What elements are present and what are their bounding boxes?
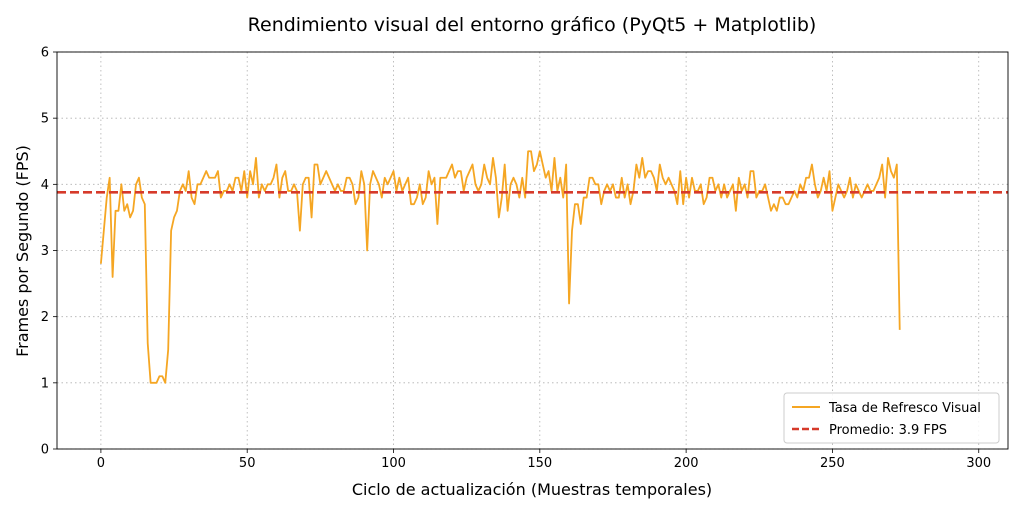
- x-axis-ticks: 0 50 100 150 200 250 300: [97, 449, 991, 471]
- legend-label-refresh-rate: Tasa de Refresco Visual: [828, 401, 981, 416]
- chart-title: Rendimiento visual del entorno gráfico (…: [248, 14, 817, 36]
- x-axis-label: Ciclo de actualización (Muestras tempora…: [352, 480, 712, 499]
- y-tick-label: 5: [41, 112, 49, 127]
- legend-frame: [783, 392, 1000, 444]
- plot-frame: [56, 51, 1009, 450]
- series-line-refresh-rate: [99, 150, 901, 384]
- x-tick-label: 100: [381, 456, 406, 471]
- y-tick-label: 4: [41, 178, 49, 193]
- y-tick-label: 3: [41, 244, 49, 259]
- x-tick-label: 250: [820, 456, 845, 471]
- y-tick-label: 0: [41, 443, 49, 458]
- y-tick-label: 6: [41, 46, 49, 61]
- y-tick-label: 2: [41, 310, 49, 325]
- x-tick-label: 300: [966, 456, 991, 471]
- legend-label-average: Promedio: 3.9 FPS: [829, 423, 947, 438]
- x-tick-label: 200: [674, 456, 699, 471]
- legend: Tasa de Refresco Visual Promedio: 3.9 FP…: [783, 392, 1000, 444]
- x-tick-label: 0: [97, 456, 105, 471]
- x-tick-label: 150: [527, 456, 552, 471]
- y-axis-ticks: 0 1 2 3 4 5 6: [41, 46, 57, 458]
- y-tick-label: 1: [41, 376, 49, 391]
- series-layer: [57, 150, 1008, 384]
- x-tick-label: 50: [239, 456, 256, 471]
- y-axis-label: Frames por Segundo (FPS): [13, 145, 32, 357]
- grid: [57, 51, 1008, 450]
